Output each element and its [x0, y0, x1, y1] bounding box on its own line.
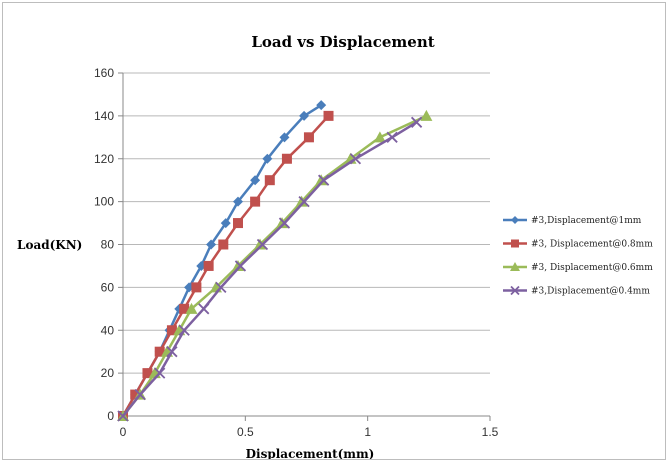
series-3-point-9	[254, 238, 267, 250]
series-4-point-4	[166, 346, 178, 358]
series-2-point-14	[303, 132, 314, 143]
legend-label-3: #3, Displacement@0.6mm	[531, 263, 653, 273]
x-tick-label-0: 0	[120, 425, 127, 439]
series-layer	[117, 100, 433, 422]
y-tick-label-120: 120	[94, 152, 114, 166]
legend-entry-3: #3, Displacement@0.6mm	[503, 262, 653, 273]
series-3-point-11	[295, 195, 308, 207]
series-1-point-15	[299, 110, 310, 121]
y-tick-label-20: 20	[101, 366, 115, 380]
x-tick-label-1.5: 1.5	[482, 425, 499, 439]
series-2-point-8	[203, 260, 214, 271]
legend-marker-3	[510, 262, 520, 271]
series-4-point-5	[178, 324, 190, 336]
series-2-point-6	[179, 303, 190, 314]
legend: #3,Displacement@1mm #3, Displacement@0.8m…	[503, 216, 653, 297]
chart-title: Load vs Displacement	[251, 33, 434, 51]
y-tick-label-40: 40	[101, 323, 115, 337]
series-3-point-14	[373, 131, 386, 143]
x-tick-label-1: 1	[364, 425, 371, 439]
series-3-point-12	[315, 174, 328, 186]
series-4-point-10	[278, 217, 291, 229]
x-axis-label: Displacement(mm)	[246, 447, 375, 459]
series-4-point-7	[215, 281, 227, 294]
series-4-point-2	[134, 388, 146, 401]
series-1-point-14	[279, 132, 290, 143]
series-2-point-3	[142, 368, 153, 379]
series-3-point-10	[276, 217, 289, 229]
legend-label-1: #3,Displacement@1mm	[531, 216, 642, 226]
series-4	[117, 116, 423, 422]
y-tick-label-140: 140	[94, 109, 114, 123]
series-2-point-12	[264, 175, 275, 186]
series-2-point-10	[232, 218, 243, 229]
legend-marker-1	[511, 216, 519, 224]
series-3-point-15	[420, 109, 433, 121]
series-1-point-11	[232, 196, 243, 207]
series-1-point-9	[206, 239, 217, 250]
series-3	[117, 109, 433, 421]
legend-label-2: #3, Displacement@0.8mm	[531, 240, 653, 250]
series-3-line	[122, 114, 427, 417]
y-tick-label-160: 160	[94, 66, 114, 80]
series-1-point-13	[262, 153, 273, 164]
y-tick-label-60: 60	[101, 280, 115, 294]
series-4-line	[122, 121, 418, 417]
series-4-point-11	[298, 195, 310, 208]
y-axis-label: Load(KN)	[17, 238, 82, 252]
series-2	[118, 110, 334, 421]
series-2-point-4	[154, 346, 165, 357]
series-2-point-5	[166, 325, 177, 336]
series-4-point-3	[154, 367, 166, 379]
series-2-point-2	[130, 389, 141, 400]
y-tick-label-0: 0	[107, 409, 114, 423]
series-2-point-11	[250, 196, 261, 207]
legend-marker-4	[510, 285, 520, 296]
series-1-point-16	[316, 100, 327, 111]
legend-entry-4: #3,Displacement@0.4mm	[503, 285, 650, 297]
load-displacement-chart: Load vs Displacement 0 20 40 60 80 100 120 140 1…	[17, 33, 653, 459]
series-4-point-13	[349, 153, 362, 165]
series-1-point-12	[250, 175, 261, 186]
series-4-point-12	[317, 174, 330, 186]
legend-entry-2: #3, Displacement@0.8mm	[503, 239, 653, 250]
series-3-point-8	[231, 259, 244, 271]
axes: 0 20 40 60 80 100 120 140 160 0 0.5 1 1.5	[94, 66, 499, 439]
series-4-point-1	[117, 410, 129, 422]
series-4-point-9	[256, 238, 269, 251]
series-3-point-6	[185, 302, 198, 314]
series-2-point-7	[191, 282, 202, 293]
series-4-point-14	[386, 131, 398, 143]
series-4-point-6	[198, 303, 210, 315]
x-tick-label-0.5: 0.5	[237, 425, 254, 439]
legend-marker-2	[511, 239, 519, 248]
y-tick-label-80: 80	[101, 238, 115, 252]
y-tick-label-100: 100	[94, 195, 114, 209]
series-4-point-15	[410, 116, 423, 128]
series-2-point-9	[218, 239, 229, 250]
series-2-point-15	[323, 110, 334, 121]
series-4-point-8	[234, 260, 247, 272]
series-2-point-13	[281, 153, 292, 164]
legend-label-4: #3,Displacement@0.4mm	[531, 287, 650, 297]
legend-entry-1: #3,Displacement@1mm	[503, 216, 642, 226]
series-1-point-10	[220, 218, 231, 229]
series-1-line	[121, 104, 322, 417]
